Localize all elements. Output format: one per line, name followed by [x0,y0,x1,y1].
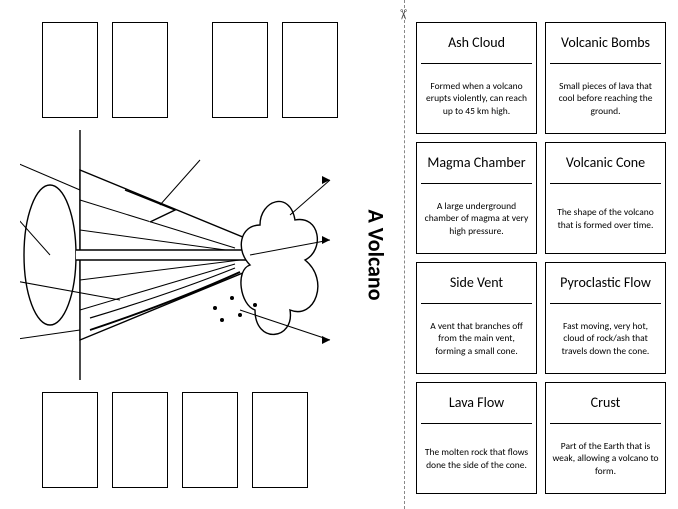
page-title: A Volcano [363,209,390,300]
volcano-diagram [20,130,350,380]
card-crust[interactable]: Crust Part of the Earth that is weak, al… [545,382,666,494]
card-side-vent[interactable]: Side Vent A vent that branches off from … [416,262,537,374]
card-desc: Formed when a volcano erupts violently, … [417,64,536,133]
card-desc: The molten rock that flows done the side… [417,424,536,493]
card-volcanic-bombs[interactable]: Volcanic Bombs Small pieces of lava that… [545,22,666,134]
label-box[interactable] [212,22,268,118]
card-desc: A large underground chamber of magma at … [417,184,536,253]
card-title: Crust [546,383,665,423]
card-desc: Small pieces of lava that cool before re… [546,64,665,133]
card-pyroclastic-flow[interactable]: Pyroclastic Flow Fast moving, very hot, … [545,262,666,374]
card-title: Pyroclastic Flow [546,263,665,303]
label-box[interactable] [112,392,168,488]
card-title: Ash Cloud [417,23,536,63]
label-box[interactable] [42,392,98,488]
label-box[interactable] [42,22,98,118]
card-magma-chamber[interactable]: Magma Chamber A large underground chambe… [416,142,537,254]
card-title: Magma Chamber [417,143,536,183]
card-title: Side Vent [417,263,536,303]
cut-line [404,0,405,509]
label-box[interactable] [252,392,308,488]
label-box[interactable] [182,392,238,488]
card-ash-cloud[interactable]: Ash Cloud Formed when a volcano erupts v… [416,22,537,134]
card-desc: Part of the Earth that is weak, allowing… [546,424,665,493]
card-desc: The shape of the volcano that is formed … [546,184,665,253]
card-desc: Fast moving, very hot, cloud of rock/ash… [546,304,665,373]
card-lava-flow[interactable]: Lava Flow The molten rock that flows don… [416,382,537,494]
card-title: Volcanic Cone [546,143,665,183]
card-desc: A vent that branches off from the main v… [417,304,536,373]
card-title: Volcanic Bombs [546,23,665,63]
worksheet-page: ✂ A Volcano [0,0,678,509]
label-box[interactable] [112,22,168,118]
scissors-icon: ✂ [394,9,411,21]
card-volcanic-cone[interactable]: Volcanic Cone The shape of the volcano t… [545,142,666,254]
definition-cards: Ash Cloud Formed when a volcano erupts v… [416,22,666,494]
card-title: Lava Flow [417,383,536,423]
label-box[interactable] [282,22,338,118]
